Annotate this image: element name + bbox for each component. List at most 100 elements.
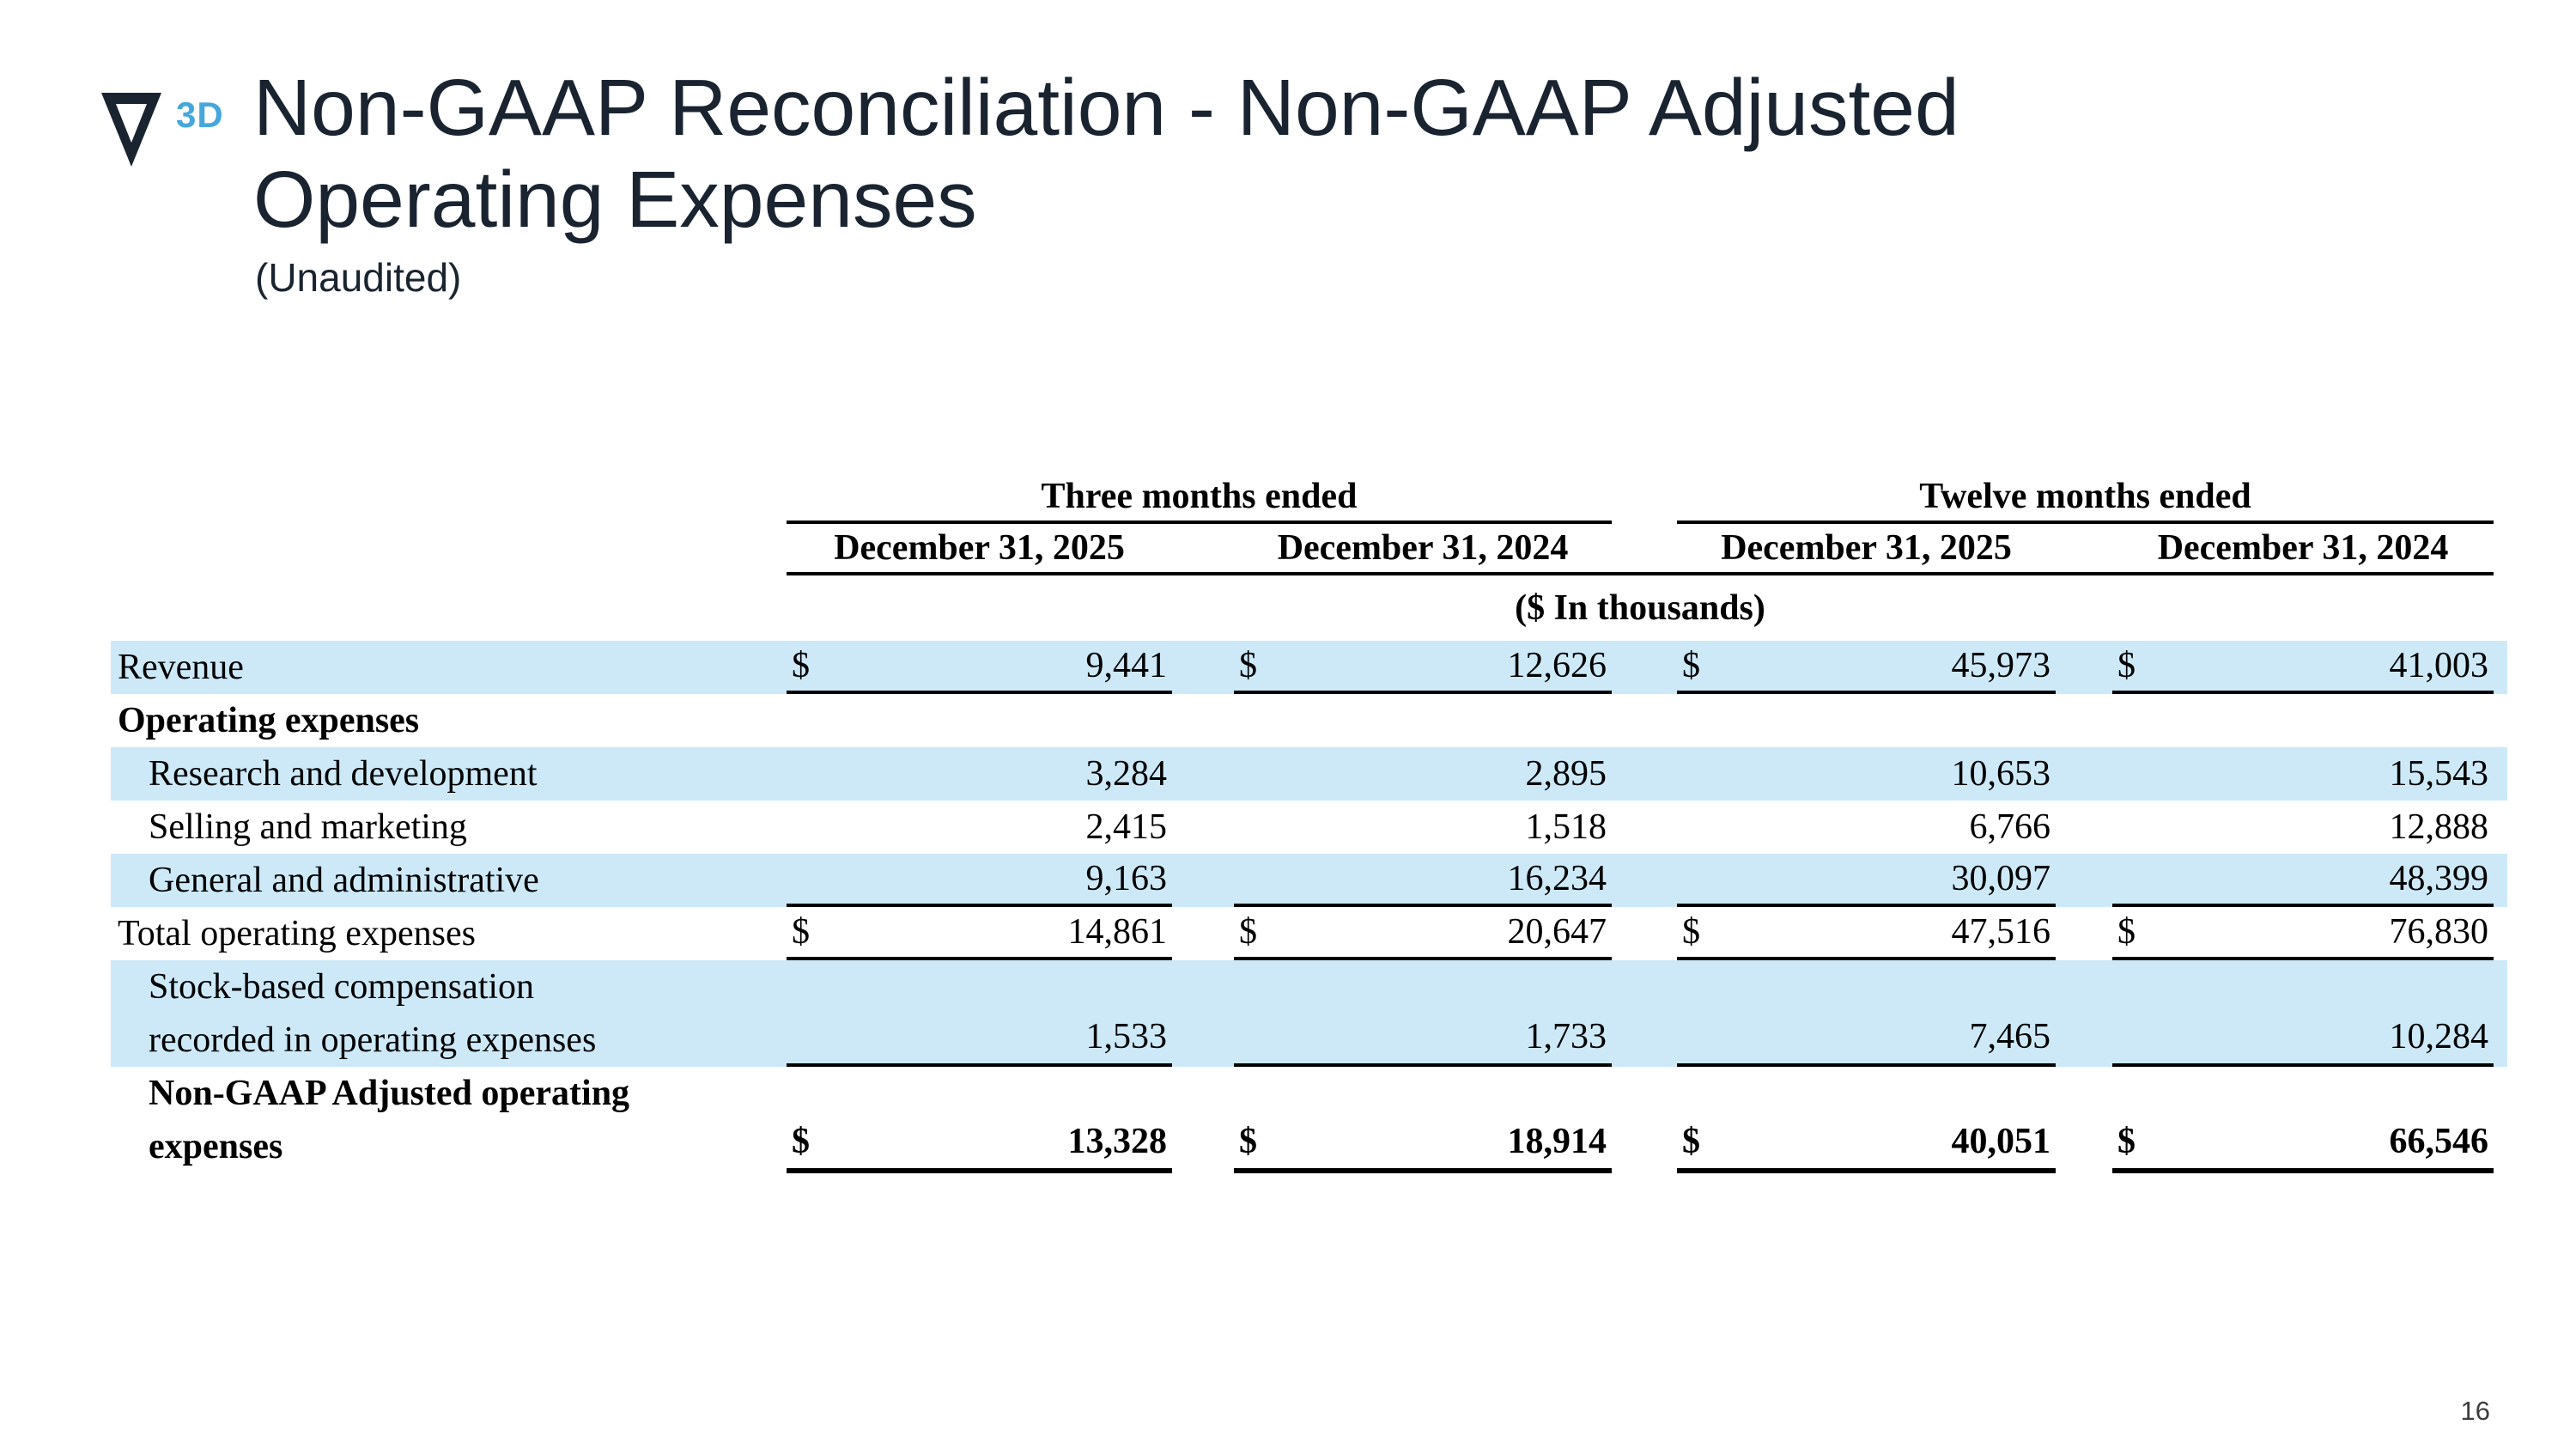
- velo3d-triangle-icon: [101, 93, 161, 167]
- table-header: Three months ended Twelve months ended Dec…: [111, 474, 2507, 641]
- row-label: Total operating expenses: [118, 914, 476, 953]
- value-text: 9,163: [1085, 859, 1168, 898]
- column-header: December 31, 2025: [1721, 528, 2012, 568]
- value-text: 14,861: [1067, 912, 1168, 952]
- value-cell: $45,973: [1677, 641, 2056, 694]
- page-subtitle: (Unaudited): [255, 255, 462, 300]
- table-row: Revenue $9,441 $12,626 $45,973 $41,003: [111, 641, 2507, 694]
- value-text: 15,543: [2389, 754, 2489, 794]
- row-label: Operating expenses: [118, 701, 420, 740]
- value-text: 6,766: [1969, 807, 2051, 847]
- value-text: 3,284: [1085, 754, 1168, 794]
- currency-symbol: $: [792, 646, 810, 685]
- row-label-line: Stock-based compensation: [149, 967, 535, 1007]
- value-text: 1,518: [1525, 807, 1607, 847]
- value-cell: $47,516: [1677, 907, 2056, 960]
- value-text: 16,234: [1507, 859, 1607, 898]
- value-text: 1,533: [1085, 1017, 1168, 1056]
- units-row: ($ In thousands): [111, 575, 2507, 641]
- column-header: December 31, 2024: [2157, 528, 2449, 568]
- value-text: 10,653: [1951, 754, 2051, 794]
- value-cell: 2,895: [1234, 747, 1612, 801]
- row-label: General and administrative: [149, 861, 539, 900]
- value-cell: $20,647: [1234, 907, 1612, 960]
- row-label-line: Non-GAAP Adjusted operating: [149, 1074, 630, 1113]
- value-text: 76,830: [2389, 912, 2489, 952]
- value-cell: $9,441: [787, 641, 1172, 694]
- currency-symbol: $: [2117, 646, 2136, 685]
- value-cell: 2,415: [787, 801, 1172, 854]
- currency-symbol: $: [2117, 1122, 2136, 1161]
- value-cell: 1,533: [787, 1010, 1172, 1067]
- value-text: 47,516: [1951, 912, 2051, 952]
- value-cell: 7,465: [1677, 1010, 2056, 1067]
- value-text: 10,284: [2389, 1017, 2489, 1056]
- page-title-line2: Operating Expenses: [253, 155, 977, 244]
- currency-symbol: $: [1682, 912, 1700, 952]
- value-cell: 16,234: [1234, 854, 1612, 907]
- value-text: 2,895: [1525, 754, 1607, 794]
- value-cell: 48,399: [2112, 854, 2494, 907]
- value-text: 12,888: [2389, 807, 2489, 847]
- currency-symbol: $: [792, 912, 810, 952]
- column-header: December 31, 2024: [1277, 528, 1569, 568]
- value-text: 66,546: [2389, 1122, 2489, 1161]
- currency-symbol: $: [2117, 912, 2136, 952]
- value-text: 1,733: [1525, 1017, 1607, 1056]
- value-text: 18,914: [1507, 1122, 1607, 1161]
- table-row: Selling and marketing 2,415 1,518 6,766 12,8…: [111, 801, 2507, 854]
- value-cell: 1,733: [1234, 1010, 1612, 1067]
- value-cell: 10,284: [2112, 1010, 2494, 1067]
- header-rule-row: [111, 572, 2507, 575]
- currency-symbol: $: [792, 1122, 810, 1161]
- value-cell: $18,914: [1234, 1115, 1612, 1173]
- value-cell: $12,626: [1234, 641, 1612, 694]
- currency-symbol: $: [1239, 1122, 1257, 1161]
- reconciliation-table: Three months ended Twelve months ended Dec…: [111, 474, 2507, 1173]
- value-text: 30,097: [1951, 859, 2051, 898]
- currency-symbol: $: [1239, 912, 1257, 952]
- table-row: Total operating expenses $14,861 $20,647 $4…: [111, 907, 2507, 960]
- value-cell: 6,766: [1677, 801, 2056, 854]
- value-text: 7,465: [1969, 1017, 2051, 1056]
- value-text: 20,647: [1507, 912, 1607, 952]
- value-cell: 30,097: [1677, 854, 2056, 907]
- value-cell: $14,861: [787, 907, 1172, 960]
- table-row: Operating expenses: [111, 694, 2507, 747]
- date-header-row: December 31, 2025 December 31, 2024 Decemb…: [111, 524, 2507, 572]
- value-text: 12,626: [1507, 646, 1607, 685]
- table-row: Research and development 3,284 2,895 10,653…: [111, 747, 2507, 801]
- row-label: Selling and marketing: [149, 807, 467, 847]
- value-text: 40,051: [1951, 1122, 2051, 1161]
- currency-symbol: $: [1682, 1122, 1700, 1161]
- value-text: 48,399: [2389, 859, 2489, 898]
- row-label: Non-GAAP Adjusted operating expenses: [111, 1067, 787, 1173]
- group-header-three-months: Three months ended: [787, 474, 1612, 524]
- value-cell: $40,051: [1677, 1115, 2056, 1173]
- row-label-line: expenses: [149, 1127, 283, 1166]
- value-text: 9,441: [1085, 646, 1168, 685]
- page-number: 16: [2460, 1396, 2490, 1426]
- header-rule: [787, 572, 2494, 575]
- value-text: 13,328: [1067, 1122, 1168, 1161]
- value-cell: 1,518: [1234, 801, 1612, 854]
- page-title: Non-GAAP Reconciliation - Non-GAAP Adjus…: [253, 62, 1959, 246]
- row-label-line: recorded in operating expenses: [149, 1020, 597, 1060]
- currency-symbol: $: [1239, 646, 1257, 685]
- column-header: December 31, 2025: [834, 528, 1125, 568]
- value-cell: 10,653: [1677, 747, 2056, 801]
- table-row: Stock-based compensation recorded in oper…: [111, 960, 2507, 1067]
- row-label: Stock-based compensation recorded in oper…: [111, 960, 787, 1067]
- page-title-line1: Non-GAAP Reconciliation - Non-GAAP Adjus…: [253, 63, 1959, 152]
- value-cell: 12,888: [2112, 801, 2494, 854]
- value-cell: 15,543: [2112, 747, 2494, 801]
- row-label: Revenue: [118, 648, 244, 687]
- value-cell: $76,830: [2112, 907, 2494, 960]
- value-text: 2,415: [1085, 807, 1168, 847]
- units-note: ($ In thousands): [1515, 588, 1765, 628]
- value-cell: $66,546: [2112, 1115, 2494, 1173]
- table-body: Revenue $9,441 $12,626 $45,973 $41,003 Operat…: [111, 641, 2507, 1173]
- value-text: 45,973: [1951, 646, 2051, 685]
- value-cell: 3,284: [787, 747, 1172, 801]
